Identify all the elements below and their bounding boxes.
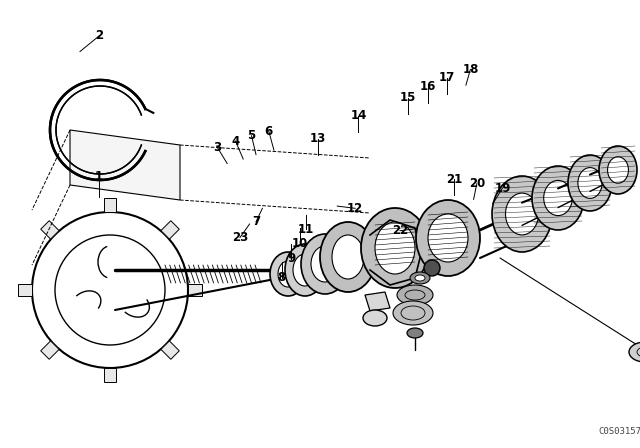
- Text: 17: 17: [438, 71, 455, 84]
- Polygon shape: [104, 198, 116, 212]
- Ellipse shape: [416, 200, 480, 276]
- Polygon shape: [161, 341, 179, 359]
- Ellipse shape: [375, 222, 415, 274]
- Polygon shape: [365, 292, 390, 311]
- Text: 13: 13: [310, 132, 326, 146]
- Text: 3: 3: [214, 141, 221, 155]
- Polygon shape: [188, 284, 202, 296]
- Ellipse shape: [393, 301, 433, 325]
- Ellipse shape: [578, 168, 602, 198]
- Ellipse shape: [361, 208, 429, 288]
- Polygon shape: [41, 221, 59, 239]
- Text: 8: 8: [278, 271, 285, 284]
- Ellipse shape: [544, 181, 572, 215]
- Text: 22: 22: [392, 224, 408, 237]
- Ellipse shape: [332, 235, 364, 279]
- Text: 23: 23: [232, 231, 248, 244]
- Polygon shape: [18, 284, 32, 296]
- Ellipse shape: [311, 246, 339, 282]
- Polygon shape: [161, 221, 179, 239]
- Text: 11: 11: [298, 223, 314, 236]
- Ellipse shape: [320, 222, 376, 292]
- Ellipse shape: [278, 261, 298, 287]
- Text: 6: 6: [265, 125, 273, 138]
- Text: 21: 21: [446, 172, 463, 186]
- Ellipse shape: [415, 275, 425, 281]
- Ellipse shape: [410, 272, 430, 284]
- Ellipse shape: [407, 328, 423, 338]
- Ellipse shape: [285, 244, 325, 296]
- Ellipse shape: [599, 146, 637, 194]
- Ellipse shape: [301, 234, 349, 294]
- Text: 7: 7: [252, 215, 260, 228]
- Text: 1: 1: [95, 170, 103, 184]
- Polygon shape: [104, 368, 116, 382]
- Polygon shape: [41, 341, 59, 359]
- Ellipse shape: [506, 193, 538, 235]
- Polygon shape: [70, 130, 180, 200]
- Ellipse shape: [270, 252, 306, 296]
- Text: 4: 4: [232, 134, 239, 148]
- Ellipse shape: [363, 310, 387, 326]
- Ellipse shape: [428, 214, 468, 262]
- Text: 20: 20: [468, 177, 485, 190]
- Ellipse shape: [607, 157, 628, 183]
- Text: 14: 14: [350, 109, 367, 122]
- Text: 16: 16: [419, 80, 436, 93]
- Ellipse shape: [397, 285, 433, 305]
- Ellipse shape: [568, 155, 612, 211]
- Text: C0S03157: C0S03157: [598, 427, 640, 436]
- Text: 12: 12: [347, 202, 364, 215]
- Ellipse shape: [424, 260, 440, 276]
- Text: 10: 10: [291, 237, 308, 250]
- Text: 2: 2: [95, 29, 103, 43]
- Ellipse shape: [629, 342, 640, 362]
- Ellipse shape: [293, 254, 317, 286]
- Ellipse shape: [492, 176, 552, 252]
- Text: 15: 15: [399, 91, 416, 104]
- Ellipse shape: [532, 166, 584, 230]
- Text: 5: 5: [248, 129, 255, 142]
- Text: 19: 19: [494, 181, 511, 195]
- Text: 18: 18: [462, 63, 479, 76]
- Text: 9: 9: [287, 252, 295, 266]
